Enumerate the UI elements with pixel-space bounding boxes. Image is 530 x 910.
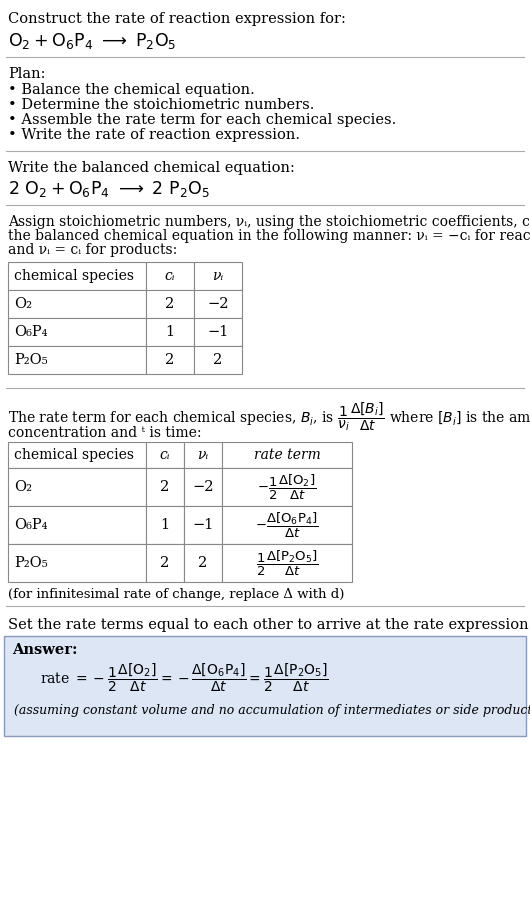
Bar — [8, 346, 146, 374]
Text: 1: 1 — [161, 518, 170, 532]
Text: 2: 2 — [165, 297, 174, 311]
Bar — [222, 468, 352, 506]
Bar — [146, 506, 184, 544]
Text: −2: −2 — [207, 297, 229, 311]
Bar — [222, 544, 352, 582]
Bar — [146, 442, 184, 468]
Text: Construct the rate of reaction expression for:: Construct the rate of reaction expressio… — [8, 12, 346, 26]
Bar — [146, 318, 194, 346]
Text: (assuming constant volume and no accumulation of intermediates or side products): (assuming constant volume and no accumul… — [14, 704, 530, 717]
Bar — [184, 442, 222, 468]
Text: 2: 2 — [165, 353, 174, 367]
Bar — [8, 442, 146, 468]
Text: rate $= -\dfrac{1}{2}\dfrac{\Delta[\mathrm{O_2}]}{\Delta t}= -\dfrac{\Delta[\mat: rate $= -\dfrac{1}{2}\dfrac{\Delta[\math… — [40, 662, 329, 694]
Text: νᵢ: νᵢ — [213, 269, 224, 283]
Bar — [8, 290, 146, 318]
Text: $-\dfrac{\Delta[\mathrm{O_6P_4}]}{\Delta t}$: $-\dfrac{\Delta[\mathrm{O_6P_4}]}{\Delta… — [255, 511, 319, 540]
Text: chemical species: chemical species — [14, 269, 134, 283]
Text: The rate term for each chemical species, $B_i$, is $\dfrac{1}{\nu_i}\dfrac{\Delt: The rate term for each chemical species,… — [8, 400, 530, 433]
Text: Plan:: Plan: — [8, 67, 46, 81]
Text: $-\dfrac{1}{2}\dfrac{\Delta[\mathrm{O_2}]}{\Delta t}$: $-\dfrac{1}{2}\dfrac{\Delta[\mathrm{O_2}… — [257, 472, 317, 501]
Bar — [146, 468, 184, 506]
Bar — [8, 506, 146, 544]
Text: −1: −1 — [207, 325, 228, 339]
Text: Write the balanced chemical equation:: Write the balanced chemical equation: — [8, 161, 295, 175]
Text: • Balance the chemical equation.: • Balance the chemical equation. — [8, 83, 255, 97]
Text: 2: 2 — [161, 556, 170, 570]
Text: 2: 2 — [161, 480, 170, 494]
Bar — [146, 290, 194, 318]
Text: 2: 2 — [198, 556, 208, 570]
Text: concentration and ᵗ is time:: concentration and ᵗ is time: — [8, 426, 201, 440]
Text: chemical species: chemical species — [14, 448, 134, 462]
Bar — [184, 468, 222, 506]
Text: P₂O₅: P₂O₅ — [14, 556, 48, 570]
Text: Assign stoichiometric numbers, νᵢ, using the stoichiometric coefficients, cᵢ, fr: Assign stoichiometric numbers, νᵢ, using… — [8, 215, 530, 229]
Bar — [194, 262, 242, 290]
Bar — [8, 262, 146, 290]
Bar — [146, 262, 194, 290]
Bar — [184, 506, 222, 544]
Text: and νᵢ = cᵢ for products:: and νᵢ = cᵢ for products: — [8, 243, 177, 257]
Bar — [194, 290, 242, 318]
Bar — [184, 544, 222, 582]
Text: O₆P₄: O₆P₄ — [14, 325, 48, 339]
Text: $\mathregular{O_2 + O_6P_4}$ $\longrightarrow$ $\mathregular{P_2O_5}$: $\mathregular{O_2 + O_6P_4}$ $\longright… — [8, 31, 176, 51]
Text: −2: −2 — [192, 480, 214, 494]
Text: $\mathregular{2\ O_2 + O_6P_4}$ $\longrightarrow$ $\mathregular{2\ P_2O_5}$: $\mathregular{2\ O_2 + O_6P_4}$ $\longri… — [8, 179, 210, 199]
FancyBboxPatch shape — [4, 636, 526, 736]
Text: Set the rate terms equal to each other to arrive at the rate expression:: Set the rate terms equal to each other t… — [8, 618, 530, 632]
Bar — [222, 506, 352, 544]
Text: Answer:: Answer: — [12, 643, 77, 657]
Text: −1: −1 — [192, 518, 214, 532]
Text: cᵢ: cᵢ — [160, 448, 170, 462]
Text: the balanced chemical equation in the following manner: νᵢ = −cᵢ for reactants: the balanced chemical equation in the fo… — [8, 229, 530, 243]
Text: 1: 1 — [165, 325, 174, 339]
Text: • Write the rate of reaction expression.: • Write the rate of reaction expression. — [8, 128, 300, 142]
Text: • Assemble the rate term for each chemical species.: • Assemble the rate term for each chemic… — [8, 113, 396, 127]
Text: O₂: O₂ — [14, 297, 32, 311]
Bar — [222, 442, 352, 468]
Bar — [8, 318, 146, 346]
Text: P₂O₅: P₂O₅ — [14, 353, 48, 367]
Bar — [194, 318, 242, 346]
Bar — [146, 346, 194, 374]
Bar — [8, 468, 146, 506]
Bar — [194, 346, 242, 374]
Text: cᵢ: cᵢ — [165, 269, 175, 283]
Text: (for infinitesimal rate of change, replace Δ with d): (for infinitesimal rate of change, repla… — [8, 588, 344, 601]
Text: O₂: O₂ — [14, 480, 32, 494]
Text: O₆P₄: O₆P₄ — [14, 518, 48, 532]
Text: 2: 2 — [214, 353, 223, 367]
Text: νᵢ: νᵢ — [198, 448, 209, 462]
Text: $\dfrac{1}{2}\dfrac{\Delta[\mathrm{P_2O_5}]}{\Delta t}$: $\dfrac{1}{2}\dfrac{\Delta[\mathrm{P_2O_… — [255, 549, 319, 578]
Bar — [8, 544, 146, 582]
Text: rate term: rate term — [254, 448, 320, 462]
Bar — [146, 544, 184, 582]
Text: • Determine the stoichiometric numbers.: • Determine the stoichiometric numbers. — [8, 98, 314, 112]
